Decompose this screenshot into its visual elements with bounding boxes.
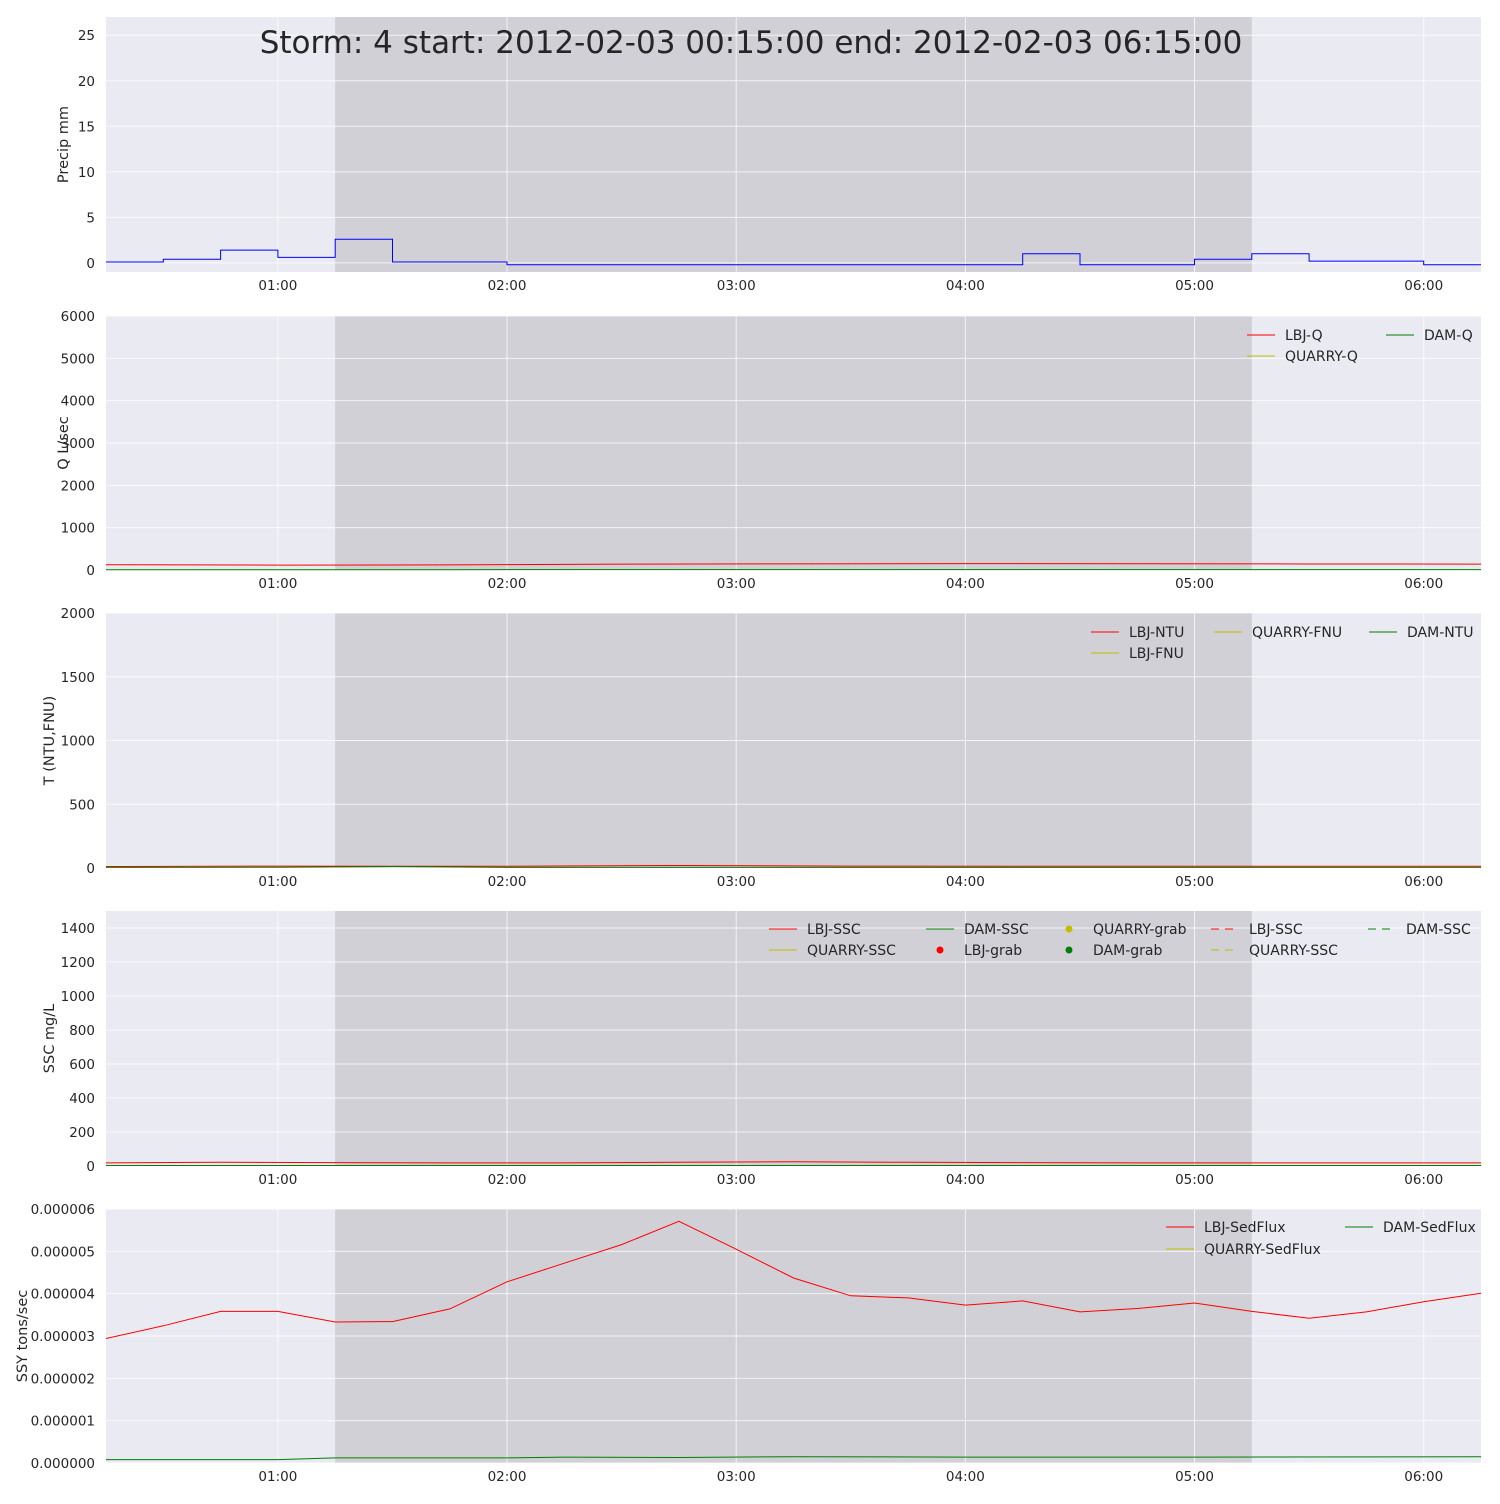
y-tick-label: 0: [86, 861, 95, 877]
y-tick-label: 15: [78, 119, 95, 135]
y-tick-label: 0.000005: [31, 1244, 95, 1260]
x-tick-label: 04:00: [946, 874, 985, 890]
legend-label: QUARRY-grab: [1093, 922, 1187, 938]
y-tick-label: 10: [78, 165, 95, 181]
y-tick-label: 0: [86, 563, 95, 579]
x-tick-label: 01:00: [258, 278, 297, 294]
x-tick-label: 02:00: [488, 1469, 527, 1485]
x-tick-label: 06:00: [1404, 874, 1443, 890]
y-tick-label: 1500: [61, 670, 95, 686]
y-tick-label: 800: [69, 1023, 95, 1039]
chart-title: Storm: 4 start: 2012-02-03 00:15:00 end:…: [260, 25, 1243, 61]
y-tick-label: 4000: [61, 394, 95, 410]
chart-panels: 01:00 02:00 03:00 04:00 05:00 06:00 0 5 10 15 20 25…: [15, 17, 1481, 1485]
legend-label: QUARRY-FNU: [1252, 625, 1342, 641]
legend-label: DAM-Q: [1424, 328, 1473, 344]
y-tick-label: 25: [78, 28, 95, 44]
x-tick-label: 03:00: [717, 874, 756, 890]
x-tick-label: 01:00: [258, 576, 297, 592]
legend-label: LBJ-grab: [964, 943, 1022, 959]
y-axis-label: Q L/sec: [56, 416, 72, 469]
y-tick-label: 400: [69, 1091, 95, 1107]
y-tick-label: 0.000001: [31, 1414, 95, 1430]
y-tick-label: 6000: [61, 309, 95, 325]
y-tick-label: 500: [69, 797, 95, 813]
x-tick-label: 06:00: [1404, 1172, 1443, 1188]
x-tick-label: 03:00: [717, 1469, 756, 1485]
x-tick-label: 04:00: [946, 1172, 985, 1188]
x-tick-label: 04:00: [946, 1469, 985, 1485]
legend-label: QUARRY-SSC: [807, 943, 896, 959]
x-tick-label: 02:00: [488, 576, 527, 592]
x-tick-label: 05:00: [1175, 874, 1214, 890]
y-tick-label: 5000: [61, 351, 95, 367]
legend-label: DAM-SSC: [964, 922, 1029, 938]
legend-label: LBJ-Q: [1285, 328, 1323, 344]
x-tick-label: 05:00: [1175, 278, 1214, 294]
legend-label: LBJ-SedFlux: [1204, 1220, 1286, 1236]
x-tick-label: 01:00: [258, 1172, 297, 1188]
y-tick-label: 0.000003: [31, 1329, 95, 1345]
y-tick-label: 2000: [61, 606, 95, 622]
legend-label: DAM-SedFlux: [1383, 1220, 1476, 1236]
x-tick-label: 01:00: [258, 1469, 297, 1485]
x-tick-label: 05:00: [1175, 576, 1214, 592]
x-tick-label: 06:00: [1404, 1469, 1443, 1485]
legend-label: LBJ-SSC: [807, 922, 861, 938]
panel-sediment-yield: 01:00 02:00 03:00 04:00 05:00 06:00 0.000000 0.…: [15, 1202, 1481, 1485]
x-tick-label: 02:00: [488, 874, 527, 890]
y-axis-label: Precip mm: [56, 106, 72, 183]
x-tick-label: 02:00: [488, 1172, 527, 1188]
y-tick-label: 1000: [61, 521, 95, 537]
panel-ssc: 01:00 02:00 03:00 04:00 05:00 06:00 0 200 400 600…: [42, 911, 1481, 1188]
x-tick-label: 02:00: [488, 278, 527, 294]
y-tick-label: 5: [86, 210, 95, 226]
legend-label: LBJ-SSC: [1249, 922, 1303, 938]
y-tick-label: 1000: [61, 734, 95, 750]
y-tick-label: 0.000002: [31, 1371, 95, 1387]
y-tick-label: 1000: [61, 989, 95, 1005]
x-tick-label: 06:00: [1404, 278, 1443, 294]
legend-label: DAM-SSC: [1406, 922, 1471, 938]
x-tick-label: 05:00: [1175, 1172, 1214, 1188]
legend-swatch: [1066, 926, 1073, 933]
y-axis-label: SSY tons/sec: [15, 1290, 31, 1383]
x-tick-label: 03:00: [717, 576, 756, 592]
legend-label: DAM-grab: [1093, 943, 1162, 959]
legend-label: DAM-NTU: [1407, 625, 1474, 641]
x-tick-label: 04:00: [946, 576, 985, 592]
legend-swatch: [937, 947, 944, 954]
y-tick-label: 0.000000: [31, 1456, 95, 1472]
y-tick-label: 20: [78, 74, 95, 90]
x-tick-label: 01:00: [258, 874, 297, 890]
y-tick-label: 0: [86, 1159, 95, 1175]
legend-label: QUARRY-SSC: [1249, 943, 1338, 959]
x-tick-label: 03:00: [717, 278, 756, 294]
y-tick-label: 1400: [61, 921, 95, 937]
y-axis-label: T (NTU,FNU): [42, 696, 58, 787]
x-tick-label: 06:00: [1404, 576, 1443, 592]
x-tick-label: 03:00: [717, 1172, 756, 1188]
x-tick-label: 04:00: [946, 278, 985, 294]
legend-label: LBJ-NTU: [1129, 625, 1184, 641]
y-tick-label: 0.000006: [31, 1202, 95, 1218]
y-tick-label: 0: [86, 256, 95, 272]
y-tick-label: 1200: [61, 955, 95, 971]
y-axis-label: SSC mg/L: [42, 1004, 58, 1073]
y-tick-label: 2000: [61, 478, 95, 494]
y-tick-label: 200: [69, 1125, 95, 1141]
x-tick-label: 05:00: [1175, 1469, 1214, 1485]
legend-label: LBJ-FNU: [1129, 646, 1184, 662]
legend-swatch: [1066, 947, 1073, 954]
y-tick-label: 0.000004: [31, 1287, 95, 1303]
y-tick-label: 600: [69, 1057, 95, 1073]
panel-turbidity: 01:00 02:00 03:00 04:00 05:00 06:00 0 500 1000 15…: [42, 606, 1481, 890]
legend-label: QUARRY-SedFlux: [1204, 1242, 1321, 1258]
legend-label: QUARRY-Q: [1285, 349, 1358, 365]
